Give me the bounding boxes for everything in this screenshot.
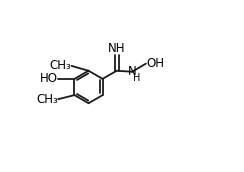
Text: N: N xyxy=(128,65,136,78)
Text: H: H xyxy=(133,73,141,83)
Text: OH: OH xyxy=(146,57,164,70)
Text: CH₃: CH₃ xyxy=(36,93,58,106)
Text: HO: HO xyxy=(40,72,58,85)
Text: NH: NH xyxy=(108,42,125,55)
Text: CH₃: CH₃ xyxy=(50,59,71,72)
